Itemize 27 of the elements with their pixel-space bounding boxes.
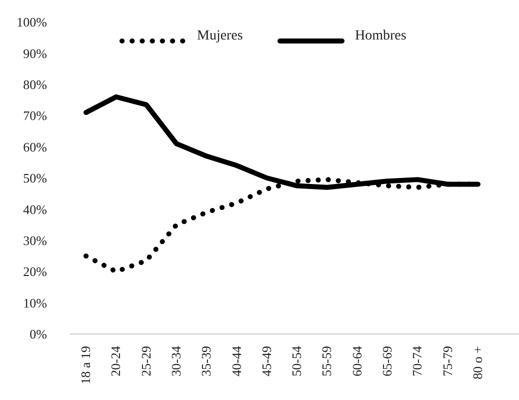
y-tick-label: 90%: [23, 46, 48, 61]
y-tick-label: 10%: [23, 295, 48, 310]
x-tick-label: 60-64: [349, 346, 364, 376]
x-tick-label: 18 a 19: [78, 346, 93, 384]
x-tick-label: 65-69: [380, 346, 395, 376]
x-tick-label: 20-24: [108, 346, 124, 376]
y-tick-label: 100%: [16, 14, 48, 30]
y-tick-label: 80%: [23, 76, 48, 92]
x-tick-label: 40-44: [228, 346, 244, 376]
x-tick-label: 25-29: [138, 346, 154, 376]
x-tick-label: 30-34: [168, 346, 184, 376]
x-tick-label: 50-54: [289, 346, 304, 376]
y-tick-label: 0%: [30, 326, 48, 342]
y-tick-label: 50%: [23, 170, 48, 186]
legend-label: Hombres: [355, 28, 406, 44]
y-tick-label: 40%: [23, 202, 48, 217]
x-tick-label: 35-39: [198, 346, 214, 376]
y-tick-label: 20%: [23, 264, 48, 280]
x-tick-label: 75-79: [440, 346, 455, 376]
x-tick-label: 45-49: [258, 346, 274, 376]
x-tick-label: 70-74: [410, 346, 425, 376]
x-tick-label: 80 o +: [470, 346, 485, 380]
y-tick-label: 30%: [23, 232, 48, 248]
x-tick-label: 55-59: [319, 346, 334, 376]
legend-label: Mujeres: [197, 28, 243, 44]
y-tick-label: 60%: [23, 139, 48, 154]
y-tick-label: 70%: [23, 108, 48, 124]
